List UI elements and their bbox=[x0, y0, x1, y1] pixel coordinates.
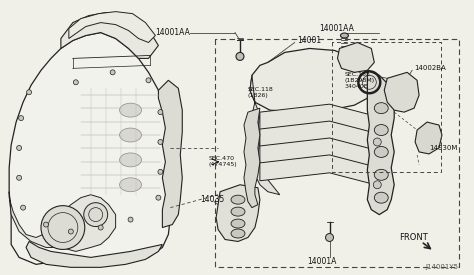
Polygon shape bbox=[216, 185, 260, 241]
Text: 14930M: 14930M bbox=[429, 145, 457, 151]
Text: 14001AA: 14001AA bbox=[319, 24, 355, 33]
Polygon shape bbox=[250, 48, 371, 112]
Text: SEC.470
(474745): SEC.470 (474745) bbox=[208, 156, 237, 167]
Ellipse shape bbox=[119, 178, 141, 192]
Circle shape bbox=[68, 229, 73, 234]
Circle shape bbox=[27, 90, 32, 95]
Circle shape bbox=[17, 175, 22, 180]
Circle shape bbox=[17, 145, 22, 150]
Circle shape bbox=[156, 195, 161, 200]
Polygon shape bbox=[9, 32, 175, 264]
Text: 14001AA: 14001AA bbox=[155, 28, 190, 37]
Ellipse shape bbox=[119, 153, 141, 167]
Polygon shape bbox=[415, 122, 442, 154]
Circle shape bbox=[374, 181, 381, 189]
Ellipse shape bbox=[374, 103, 388, 114]
Circle shape bbox=[110, 70, 115, 75]
Text: 14035: 14035 bbox=[200, 195, 224, 204]
Ellipse shape bbox=[119, 103, 141, 117]
Circle shape bbox=[18, 116, 24, 120]
Polygon shape bbox=[337, 42, 374, 72]
Ellipse shape bbox=[374, 192, 388, 203]
Polygon shape bbox=[260, 104, 379, 135]
Ellipse shape bbox=[340, 33, 348, 38]
Polygon shape bbox=[26, 241, 163, 267]
Text: SEC.163
(1B298M)
34040E: SEC.163 (1B298M) 34040E bbox=[345, 72, 374, 89]
Text: 14001A: 14001A bbox=[308, 257, 337, 266]
Circle shape bbox=[20, 205, 26, 210]
Ellipse shape bbox=[374, 125, 388, 136]
Text: 14002BA: 14002BA bbox=[414, 65, 446, 71]
Ellipse shape bbox=[231, 195, 245, 204]
Circle shape bbox=[128, 217, 133, 222]
Text: SEC.118
(1B26): SEC.118 (1B26) bbox=[248, 87, 273, 98]
Text: 14001: 14001 bbox=[298, 36, 322, 45]
Circle shape bbox=[158, 139, 163, 144]
Text: J14001Y5: J14001Y5 bbox=[426, 264, 459, 270]
Polygon shape bbox=[250, 75, 280, 195]
Polygon shape bbox=[9, 192, 116, 251]
Ellipse shape bbox=[119, 128, 141, 142]
Polygon shape bbox=[61, 13, 158, 58]
Polygon shape bbox=[69, 12, 155, 42]
Circle shape bbox=[236, 53, 244, 60]
Circle shape bbox=[158, 110, 163, 115]
Text: FRONT: FRONT bbox=[399, 233, 428, 242]
Circle shape bbox=[73, 80, 78, 85]
Circle shape bbox=[326, 233, 334, 241]
Polygon shape bbox=[158, 80, 182, 227]
Circle shape bbox=[374, 138, 381, 146]
Polygon shape bbox=[260, 138, 379, 169]
Polygon shape bbox=[260, 155, 379, 186]
Circle shape bbox=[158, 169, 163, 174]
Circle shape bbox=[41, 206, 85, 249]
Circle shape bbox=[84, 203, 108, 227]
Polygon shape bbox=[384, 72, 419, 112]
Ellipse shape bbox=[231, 229, 245, 238]
Ellipse shape bbox=[374, 147, 388, 157]
Ellipse shape bbox=[374, 169, 388, 180]
Circle shape bbox=[98, 225, 103, 230]
Ellipse shape bbox=[231, 207, 245, 216]
Polygon shape bbox=[260, 121, 379, 152]
Polygon shape bbox=[244, 108, 260, 208]
Polygon shape bbox=[367, 70, 394, 214]
Ellipse shape bbox=[231, 219, 245, 228]
Circle shape bbox=[146, 78, 151, 83]
Circle shape bbox=[44, 222, 48, 227]
